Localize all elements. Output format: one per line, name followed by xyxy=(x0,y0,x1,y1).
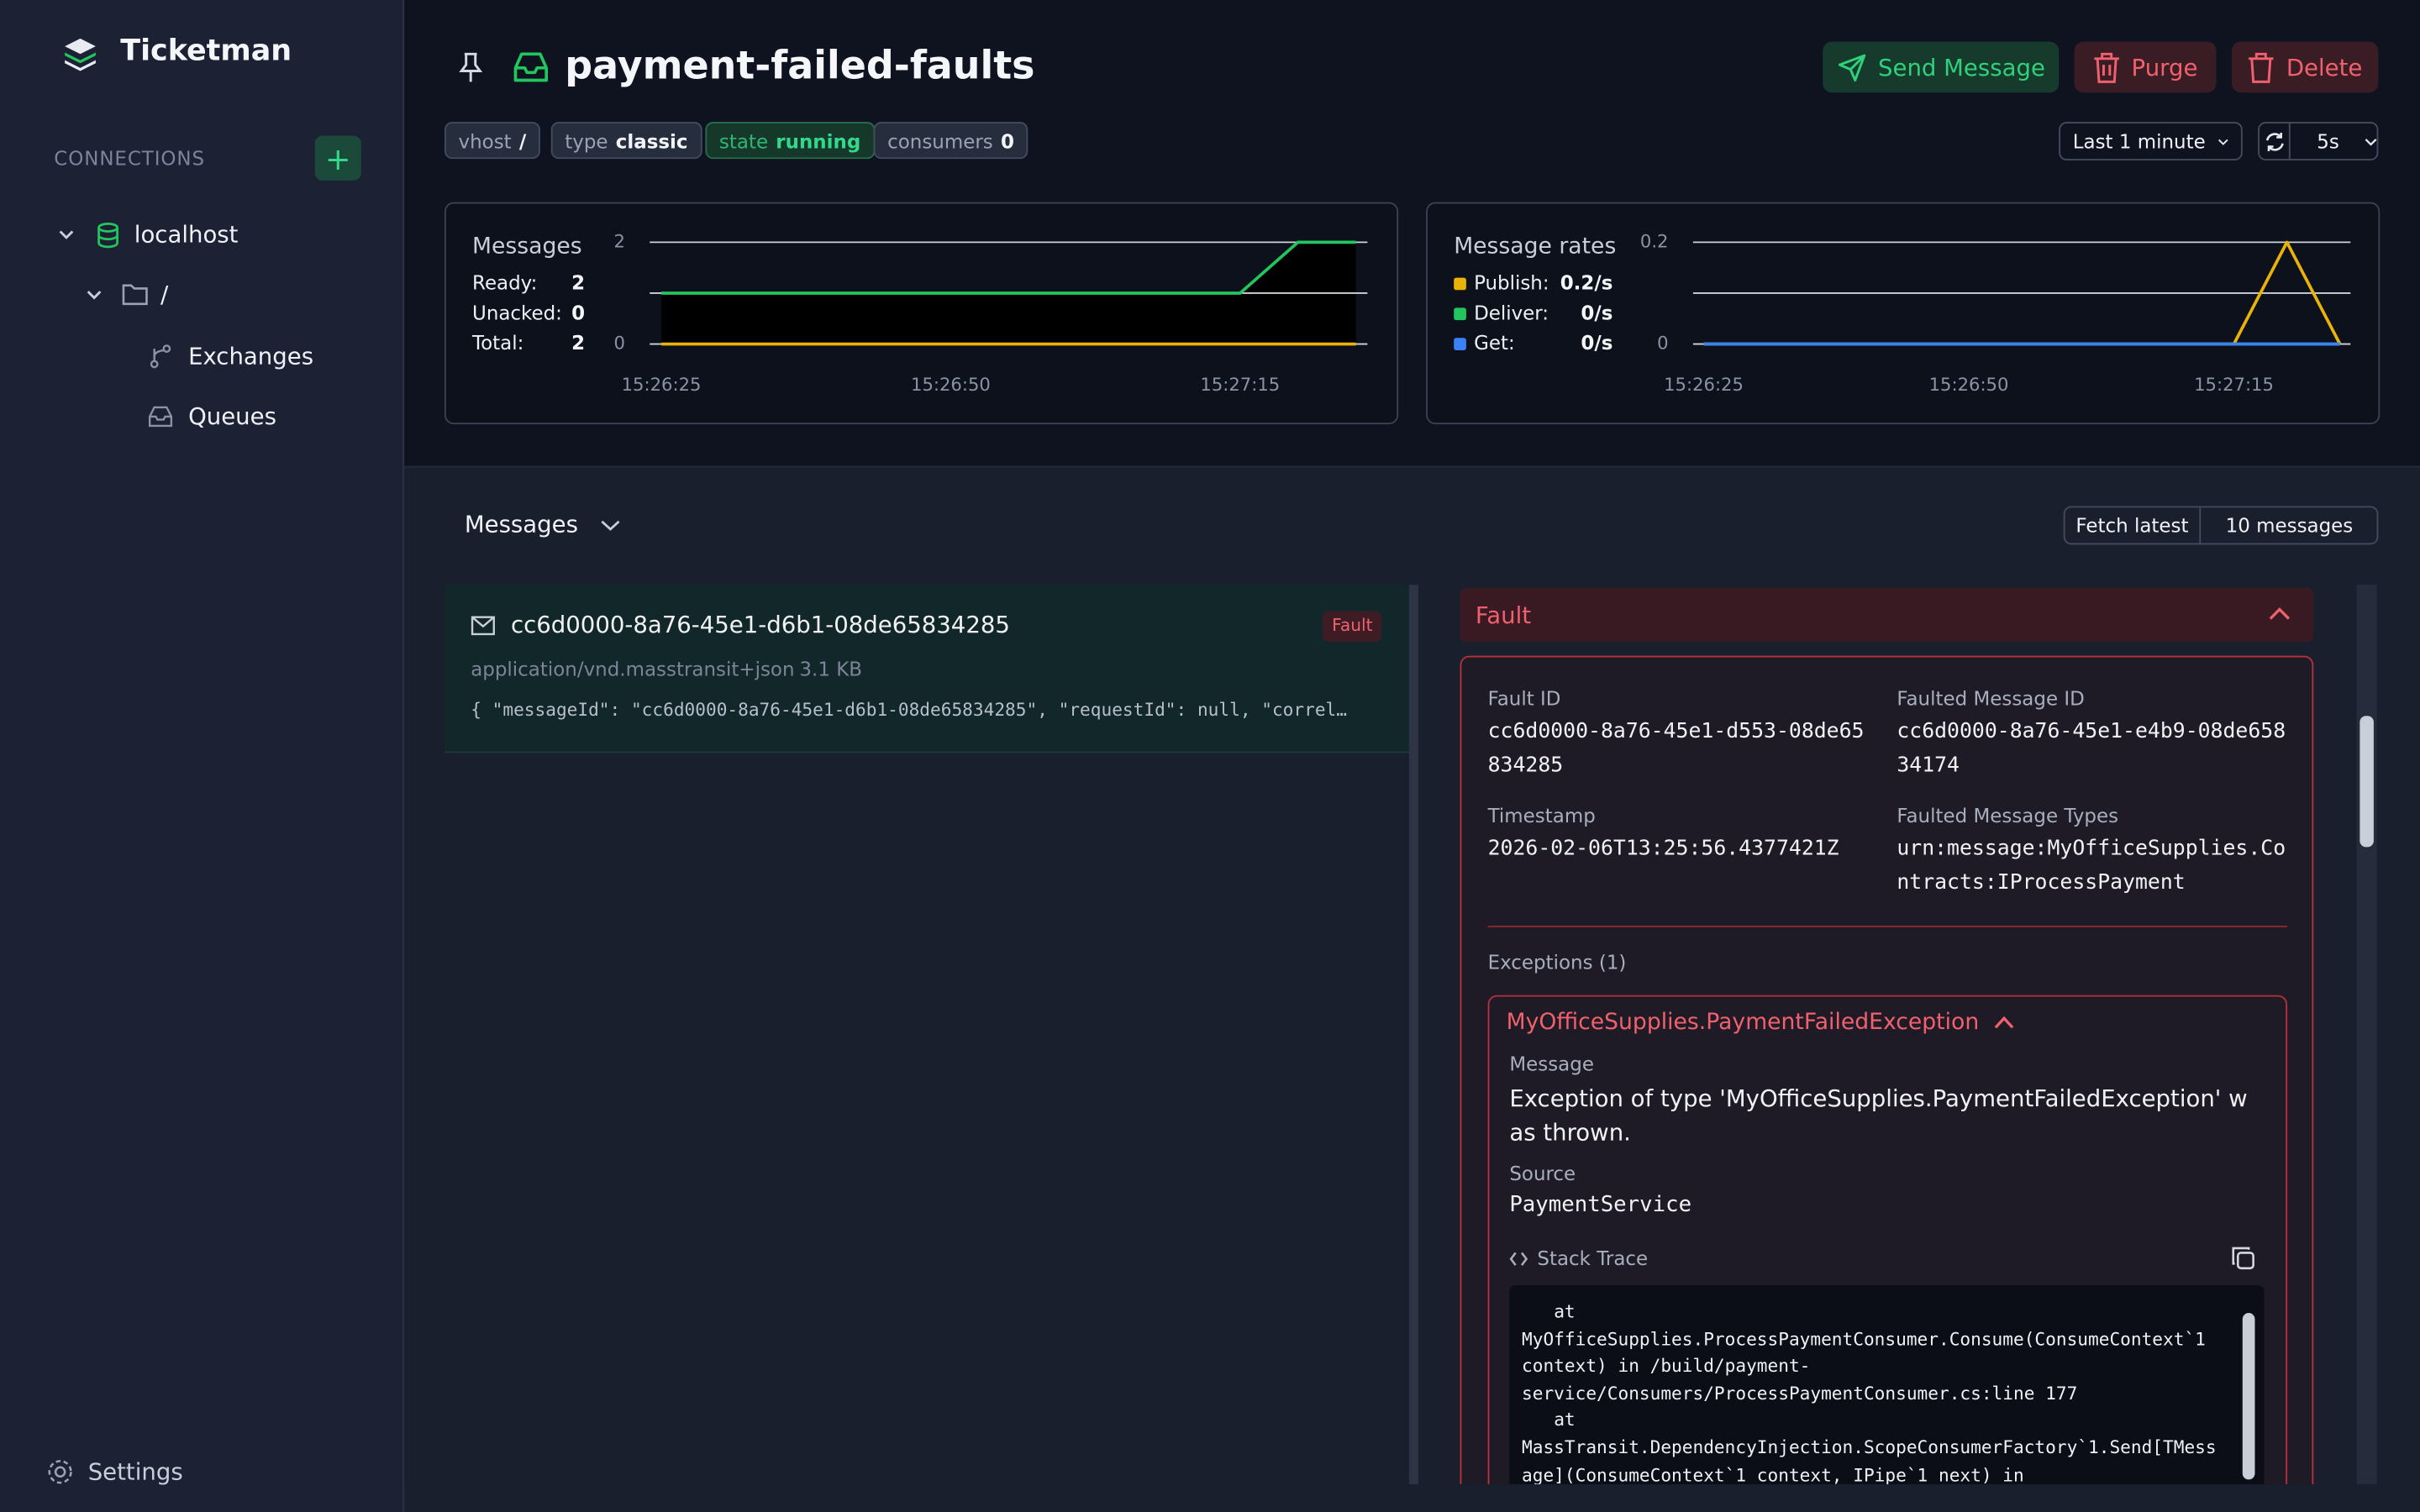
chart-card xyxy=(1426,202,2381,425)
messages-toggle[interactable]: Messages xyxy=(465,511,620,538)
badge: type classic xyxy=(550,122,702,160)
scrollbar-track[interactable] xyxy=(2356,585,2377,1486)
exceptions-label: Exceptions (1) xyxy=(1487,950,1627,974)
fetch-button[interactable]: Fetch latest xyxy=(2065,507,2202,543)
delete-button[interactable]: Delete xyxy=(2231,41,2379,93)
exception-toggle[interactable]: MyOfficeSupplies.PaymentFailedException xyxy=(1507,1011,2015,1035)
chevron xyxy=(600,519,619,530)
divider xyxy=(1487,926,2288,927)
badge-key: consumers xyxy=(887,129,993,152)
badge: state running xyxy=(705,122,875,160)
badge-key: vhost xyxy=(458,129,512,152)
scrollbar-thumb[interactable] xyxy=(2360,716,2374,848)
button-label: Send Message xyxy=(1878,53,2045,81)
tree-item[interactable]: Queues xyxy=(188,402,276,431)
exchange-icon xyxy=(150,344,171,369)
badge: consumers 0 xyxy=(873,122,1028,160)
refresh-interval[interactable]: 5s xyxy=(2317,129,2339,153)
logo-icon xyxy=(65,38,96,71)
code-icon xyxy=(1509,1251,1528,1265)
tree-item[interactable]: localhost xyxy=(134,220,239,249)
refresh-group: 5s xyxy=(2258,122,2379,161)
message-id: cc6d0000-8a76-45e1-d6b1-08de65834285 xyxy=(510,611,1010,639)
badge-key: state xyxy=(718,129,769,152)
field-label: Faulted Message ID xyxy=(1897,686,2085,710)
stack-trace: at MyOfficeSupplies.ProcessPaymentConsum… xyxy=(1522,1300,2217,1485)
exception-message: Exception of type 'MyOfficeSupplies.Paym… xyxy=(1509,1084,2248,1147)
settings-link[interactable]: Settings xyxy=(87,1457,183,1486)
send-icon xyxy=(1838,53,1865,81)
field-value: cc6d0000-8a76-45e1-e4b9-08de65834174 xyxy=(1897,718,2286,778)
field-label: Source xyxy=(1509,1162,1576,1185)
purge-button[interactable]: Purge xyxy=(2074,41,2217,93)
chevron[interactable] xyxy=(57,225,76,244)
queue-icon xyxy=(148,406,173,428)
badge-key: type xyxy=(565,129,608,152)
exception-card: MyOfficeSupplies.PaymentFailedException … xyxy=(1487,995,2288,1512)
badge-value: 0 xyxy=(1000,129,1014,152)
badge-value: classic xyxy=(615,129,688,152)
field-label: Fault ID xyxy=(1487,686,1561,710)
trash-icon xyxy=(2094,51,2119,82)
fetch-count-select[interactable]: 10 messages xyxy=(2225,513,2354,538)
message-preview: { "messageId": "cc6d0000-8a76-45e1-d6b1-… xyxy=(471,699,1347,721)
trash-icon xyxy=(2249,51,2275,82)
pin-icon[interactable] xyxy=(457,51,485,85)
database-icon xyxy=(97,222,118,249)
message-size: 3.1 KB xyxy=(799,657,863,680)
refresh-icon xyxy=(2265,132,2284,151)
sidebar: Ticketman CONNECTIONS + localhost / Exch… xyxy=(0,0,405,1512)
refresh-button[interactable] xyxy=(2260,123,2291,160)
chevron-up xyxy=(2269,607,2291,620)
connections-label: CONNECTIONS xyxy=(54,146,205,171)
badge-value: running xyxy=(776,129,861,152)
field-value: urn:message:MyOfficeSupplies.Contracts:I… xyxy=(1897,836,2286,895)
folder-icon xyxy=(122,284,148,306)
field-value: 2026-02-06T13:25:56.4377421Z xyxy=(1487,836,1839,861)
message-item[interactable]: cc6d0000-8a76-45e1-d6b1-08de65834285 Fau… xyxy=(444,585,1409,753)
splitter[interactable] xyxy=(1408,585,1418,1486)
stack-trace-label: Stack Trace xyxy=(1537,1247,1649,1270)
copy-button[interactable] xyxy=(2230,1245,2256,1271)
tree-item[interactable]: Exchanges xyxy=(188,342,314,370)
chart-card xyxy=(444,202,1399,425)
chevron[interactable] xyxy=(85,286,103,304)
fault-title: Fault xyxy=(1475,601,1532,630)
tree-item[interactable]: / xyxy=(160,281,169,309)
field-value: cc6d0000-8a76-45e1-d553-08de65834285 xyxy=(1487,718,1865,778)
field-label: Faulted Message Types xyxy=(1897,803,2119,827)
badge: vhost / xyxy=(444,122,540,160)
exception-type: MyOfficeSupplies.PaymentFailedException xyxy=(1506,1011,1980,1036)
fault-body: Fault ID cc6d0000-8a76-45e1-d553-08de658… xyxy=(1460,655,2314,1512)
section-title: Messages xyxy=(464,510,578,539)
mail-icon xyxy=(471,616,495,636)
fault-badge: Fault xyxy=(1323,611,1382,643)
stack-trace-header: Stack Trace xyxy=(1509,1247,1648,1270)
chevron-up xyxy=(1995,1016,2014,1029)
queue-icon xyxy=(513,52,549,82)
button-label: Delete xyxy=(2286,53,2363,81)
chevron xyxy=(2364,138,2376,145)
app-name: Ticketman xyxy=(120,34,292,68)
queue-title: payment-failed-faults xyxy=(565,43,1035,88)
select-label: Last 1 minute xyxy=(2072,129,2206,153)
send-message-button[interactable]: Send Message xyxy=(1823,41,2060,93)
time-range-select[interactable]: Last 1 minute xyxy=(2059,122,2243,161)
scrollbar-thumb[interactable] xyxy=(2242,1313,2255,1480)
field-label: Message xyxy=(1509,1052,1594,1076)
field-label: Timestamp xyxy=(1487,803,1596,827)
bottom-strip xyxy=(404,1483,2420,1512)
chevron xyxy=(2218,138,2228,144)
fetch-group: Fetch latest 10 messages xyxy=(2063,506,2379,545)
fault-header[interactable]: Fault xyxy=(1460,587,2314,643)
content-type: application/vnd.masstransit+json xyxy=(471,657,795,680)
button-label: Purge xyxy=(2131,53,2198,81)
exception-source: PaymentService xyxy=(1509,1192,1692,1218)
badge-value: / xyxy=(518,129,527,152)
stack-trace-box: at MyOfficeSupplies.ProcessPaymentConsum… xyxy=(1509,1285,2265,1512)
settings-icon xyxy=(48,1460,72,1484)
add-connection-button[interactable]: + xyxy=(314,135,361,181)
